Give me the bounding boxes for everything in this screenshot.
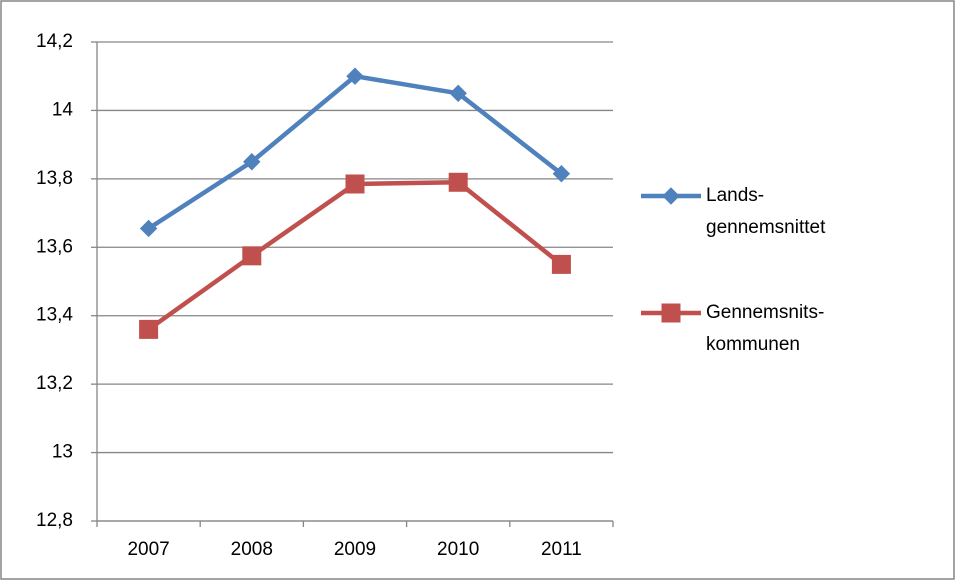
data-point — [448, 172, 468, 192]
y-tick-label: 14 — [52, 99, 74, 120]
data-point — [345, 174, 365, 194]
y-tick-label: 12,8 — [36, 510, 73, 531]
y-tick-label: 13,8 — [36, 168, 73, 189]
data-point — [242, 246, 262, 266]
x-tick-label: 2011 — [541, 539, 582, 560]
legend-marker — [662, 187, 680, 205]
data-point — [552, 165, 571, 183]
legend-marker — [661, 303, 681, 323]
y-tick-label: 13,4 — [36, 305, 73, 326]
legend-label: Gennemsnits-kommunen — [706, 302, 825, 355]
y-tick-label: 13 — [52, 442, 73, 463]
y-tick-label: 13,6 — [36, 236, 73, 257]
x-tick-label: 2008 — [231, 539, 273, 560]
x-tick-label: 2009 — [334, 539, 376, 560]
legend-label: Lands-gennemsnittet — [706, 185, 826, 238]
x-tick-label: 2010 — [437, 539, 479, 560]
x-tick-label: 2007 — [127, 539, 169, 560]
y-tick-label: 13,2 — [36, 373, 73, 394]
data-point — [139, 319, 159, 339]
data-point — [449, 84, 467, 103]
data-point — [346, 67, 364, 85]
data-point — [139, 219, 158, 238]
y-tick-label: 14,2 — [36, 31, 73, 52]
data-point — [243, 153, 261, 171]
data-point — [551, 254, 571, 274]
